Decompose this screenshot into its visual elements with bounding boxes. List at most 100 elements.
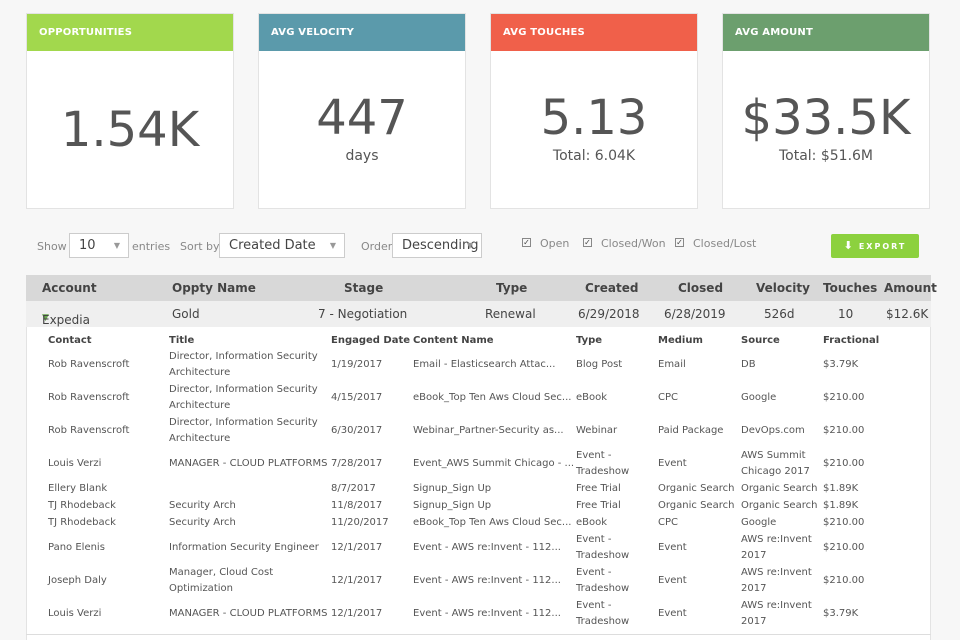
kpi-card-subtitle: days (345, 148, 379, 164)
contact-name: Ellery Blank (48, 483, 108, 494)
contact-title: Architecture (169, 367, 231, 378)
kpi-card-opportunities: OPPORTUNITIES 1.54K (26, 13, 234, 209)
sub-column-type: Type (576, 335, 603, 346)
touch-type: Event - (576, 600, 612, 611)
column-header-created[interactable]: Created (585, 281, 639, 295)
filter-closed-won-checkbox[interactable]: ✓ Closed/Won (583, 237, 666, 250)
velocity: 526d (764, 307, 795, 321)
contact-title: Architecture (169, 433, 231, 444)
kpi-card-value: 5.13 (540, 90, 648, 146)
kpi-card-avg-touches: AVG TOUCHES 5.13 Total: 6.04K (490, 13, 698, 209)
download-icon: ⬇ (843, 239, 853, 252)
touch-type: Blog Post (576, 359, 623, 370)
medium: Event (658, 575, 687, 586)
contact-name: TJ Rhodeback (48, 500, 116, 511)
source: Organic Search (741, 500, 818, 511)
filter-open-checkbox[interactable]: ✓ Open (522, 237, 569, 250)
contact-title: Director, Information Security (169, 417, 318, 428)
contact-title: Director, Information Security (169, 351, 318, 362)
source: 2017 (741, 583, 767, 594)
touch-type: Webinar (576, 425, 618, 436)
sub-column-engaged-date: Engaged Date (331, 335, 411, 346)
medium: Event (658, 542, 687, 553)
source: Google (741, 392, 777, 403)
kpi-card-avg-amount: AVG AMOUNT $33.5K Total: $51.6M (722, 13, 930, 209)
chevron-down-icon: ▼ (466, 241, 473, 250)
stage: 7 - Negotiation (318, 307, 408, 321)
column-header-closed[interactable]: Closed (678, 281, 724, 295)
sort-by-select[interactable]: Created Date ▼ (219, 233, 345, 258)
content-name: Event - AWS re:Invent - 112... (413, 542, 561, 553)
contact-title: Security Arch (169, 517, 236, 528)
touchpoint-table: Contact Title Engaged Date Content Name … (26, 327, 931, 640)
sort-by-value: Created Date (229, 238, 316, 253)
contact-name: TJ Rhodeback (48, 517, 116, 528)
content-name: Event_AWS Summit Chicago - ... (413, 458, 575, 469)
contact-name: Rob Ravenscroft (48, 425, 130, 436)
medium: Paid Package (658, 425, 724, 436)
checkmark-icon: ✓ (583, 237, 592, 247)
show-label: Show (37, 240, 67, 253)
column-header-velocity[interactable]: Velocity (756, 281, 810, 295)
source: AWS re:Invent (741, 600, 812, 611)
column-header-stage[interactable]: Stage (344, 281, 384, 295)
touch-type: eBook (576, 392, 608, 403)
kpi-card-subtitle: Total: $51.6M (778, 148, 874, 164)
source: 2017 (741, 616, 767, 627)
filter-label: Open (540, 237, 570, 250)
type: Renewal (485, 307, 536, 321)
contact-title: Information Security Engineer (169, 542, 319, 553)
column-header-account[interactable]: Account (42, 281, 97, 295)
touch-type: Event - (576, 534, 612, 545)
column-header-oppty-name[interactable]: Oppty Name (172, 281, 256, 295)
opportunity-row-expanded[interactable]: ▼ Expedia Gold 7 - Negotiation Renewal 6/… (26, 301, 931, 327)
sub-column-source: Source (741, 335, 780, 346)
touch-type: Tradeshow (576, 616, 630, 627)
page-size-select[interactable]: 10 ▼ (69, 233, 129, 258)
fractional-amount: $210.00 (823, 425, 865, 436)
fractional-amount: $210.00 (823, 392, 865, 403)
source: AWS re:Invent (741, 534, 812, 545)
fractional-amount: $3.79K (823, 359, 859, 370)
engaged-date: 12/1/2017 (331, 575, 383, 586)
engaged-date: 12/1/2017 (331, 608, 383, 619)
table-header: Account Oppty Name Stage Type Created Cl… (26, 275, 937, 301)
filter-label: Closed/Lost (693, 237, 757, 250)
sort-label: Sort by (180, 240, 220, 253)
touches: 10 (838, 307, 854, 321)
contact-title: MANAGER - CLOUD PLATFORMS (169, 608, 328, 619)
filter-closed-lost-checkbox[interactable]: ✓ Closed/Lost (675, 237, 756, 250)
kpi-card-title: AVG AMOUNT (723, 14, 929, 51)
engaged-date: 1/19/2017 (331, 359, 383, 370)
column-header-type[interactable]: Type (496, 281, 528, 295)
touch-type: Free Trial (576, 483, 621, 494)
medium: Event (658, 608, 687, 619)
content-name: Event - AWS re:Invent - 112... (413, 608, 561, 619)
export-button[interactable]: ⬇ EXPORT (831, 234, 919, 258)
medium: Event (658, 458, 687, 469)
kpi-card-value: 447 (316, 90, 408, 146)
kpi-card-avg-velocity: AVG VELOCITY 447 days (258, 13, 466, 209)
order-select[interactable]: Descending ▼ (392, 233, 482, 258)
source: DevOps.com (741, 425, 805, 436)
source: Organic Search (741, 483, 818, 494)
kpi-card-value: 1.54K (60, 102, 200, 158)
content-name: Event - AWS re:Invent - 112... (413, 575, 561, 586)
touch-type: Tradeshow (576, 466, 630, 477)
kpi-card-value: $33.5K (741, 90, 911, 146)
medium: Organic Search (658, 500, 735, 511)
order-label: Order (361, 240, 393, 253)
contact-title: MANAGER - CLOUD PLATFORMS (169, 458, 328, 469)
column-header-touches[interactable]: Touches (823, 281, 878, 295)
kpi-card-title: AVG VELOCITY (259, 14, 465, 51)
engaged-date: 12/1/2017 (331, 542, 383, 553)
column-header-amount[interactable]: Amount (884, 281, 937, 295)
kpi-card-title: AVG TOUCHES (491, 14, 697, 51)
fractional-amount: $210.00 (823, 542, 865, 553)
contact-name: Joseph Daly (48, 575, 107, 586)
fractional-amount: $210.00 (823, 575, 865, 586)
fractional-amount: $3.79K (823, 608, 859, 619)
sub-column-contact: Contact (48, 335, 92, 346)
caret-down-icon: ▼ (42, 313, 49, 323)
order-value: Descending (402, 238, 479, 253)
